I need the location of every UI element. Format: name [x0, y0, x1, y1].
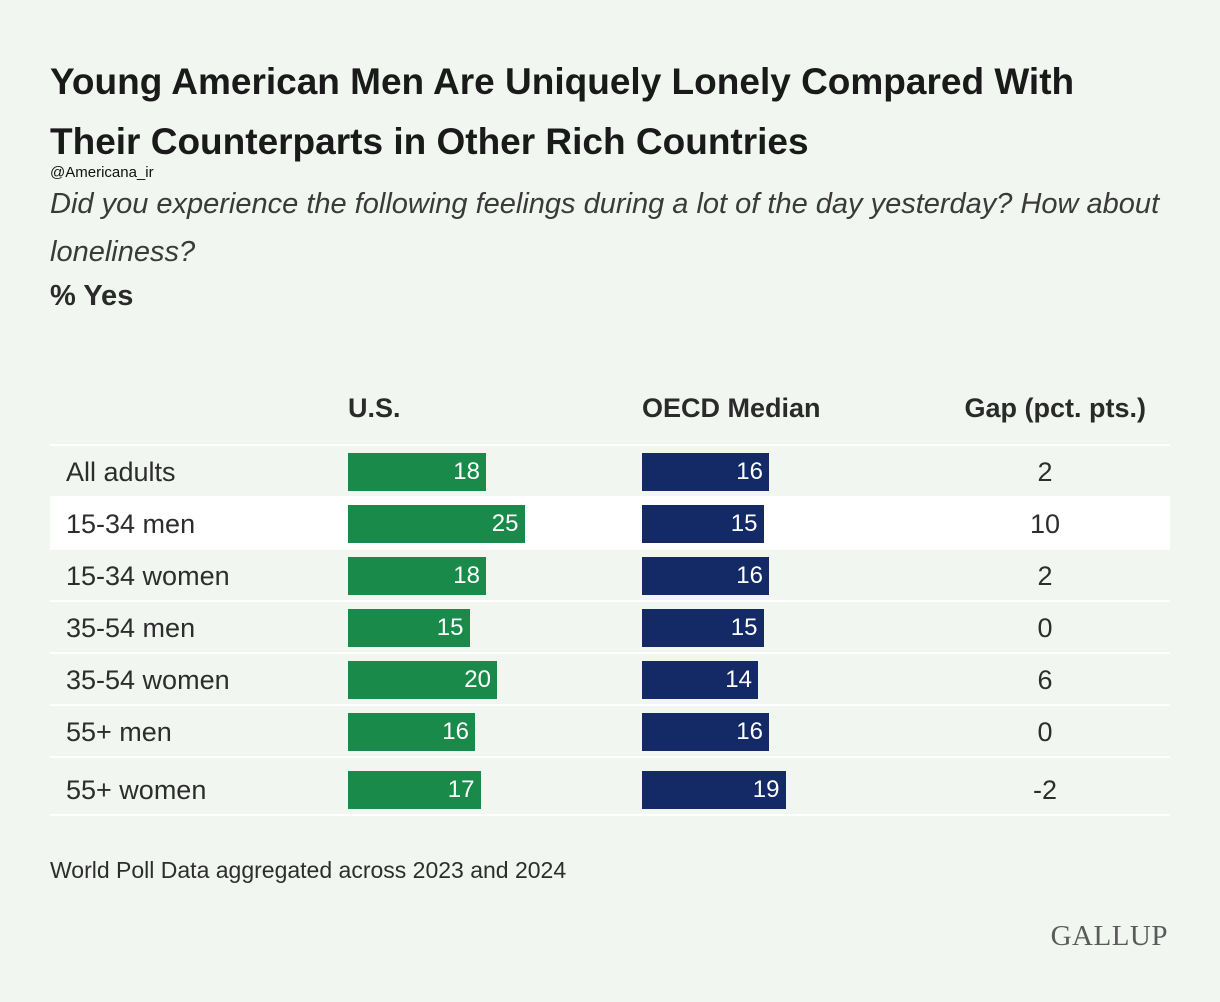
us-bar: 25: [348, 505, 525, 543]
us-bar-value: 25: [491, 510, 519, 537]
watermark-handle: @Americana_ir: [50, 164, 154, 181]
us-bar-value: 16: [442, 718, 469, 745]
us-bar: 18: [348, 557, 486, 595]
table-row: 15-34 women 18 16 2: [50, 550, 1170, 602]
table-row: 55+ women 17 19 -2: [50, 764, 1170, 816]
oecd-bar-value: 15: [730, 510, 758, 537]
gap-value: 0: [1037, 717, 1053, 747]
table-row: 35-54 women 20 14 6: [50, 654, 1170, 706]
table-row: 55+ men 16 16 0: [50, 706, 1170, 758]
oecd-bar-value: 16: [736, 562, 763, 589]
us-bar-value: 18: [453, 562, 480, 589]
oecd-bar: 14: [642, 661, 758, 699]
oecd-bar: 15: [642, 505, 764, 543]
oecd-bar: 19: [642, 771, 786, 809]
gap-value: 0: [1037, 613, 1053, 643]
oecd-bar-value: 14: [725, 666, 752, 693]
row-label: All adults: [66, 457, 176, 487]
us-bar: 18: [348, 453, 486, 491]
header-divider: [50, 444, 1170, 446]
oecd-bar: 16: [642, 453, 769, 491]
column-header-oecd: OECD Median: [642, 393, 821, 423]
table-row: 35-54 men 15 15 0: [50, 602, 1170, 654]
unit-label: % Yes: [50, 280, 134, 312]
column-header-gap: Gap (pct. pts.): [964, 393, 1147, 423]
us-bar-value: 20: [464, 666, 491, 693]
gallup-logo: GALLUP: [1050, 920, 1168, 952]
source-note: World Poll Data aggregated across 2023 a…: [50, 857, 567, 883]
gap-value: 2: [1037, 457, 1053, 487]
us-bar-value: 15: [436, 614, 464, 641]
us-bar: 17: [348, 771, 481, 809]
oecd-bar-value: 16: [736, 718, 763, 745]
us-bar: 20: [348, 661, 497, 699]
row-label: 15-34 men: [66, 509, 196, 539]
row-label: 35-54 women: [66, 665, 230, 695]
gap-value: 10: [1029, 509, 1061, 539]
us-bar: 16: [348, 713, 475, 751]
row-label: 55+ men: [66, 717, 172, 747]
gap-value: 6: [1037, 665, 1053, 695]
oecd-bar-value: 19: [752, 776, 780, 803]
row-label: 55+ women: [66, 775, 207, 805]
us-bar: 15: [348, 609, 470, 647]
us-bar-value: 17: [447, 776, 475, 803]
gap-value: 2: [1037, 561, 1053, 591]
chart-subtitle: Did you experience the following feeling…: [50, 188, 1160, 268]
row-label: 15-34 women: [66, 561, 230, 591]
oecd-bar-value: 15: [730, 614, 758, 641]
oecd-bar: 16: [642, 713, 769, 751]
chart-title: Young American Men Are Uniquely Lonely C…: [50, 61, 1075, 162]
column-header-us: U.S.: [348, 393, 401, 423]
oecd-bar: 16: [642, 557, 769, 595]
table-row: 15-34 men 25 15 10: [50, 498, 1170, 550]
oecd-bar-value: 16: [736, 458, 763, 485]
gap-value: -2: [1032, 775, 1057, 805]
us-bar-value: 18: [453, 458, 480, 485]
oecd-bar: 15: [642, 609, 764, 647]
table-row: All adults 18 16 2: [50, 446, 1170, 498]
row-label: 35-54 men: [66, 613, 196, 643]
